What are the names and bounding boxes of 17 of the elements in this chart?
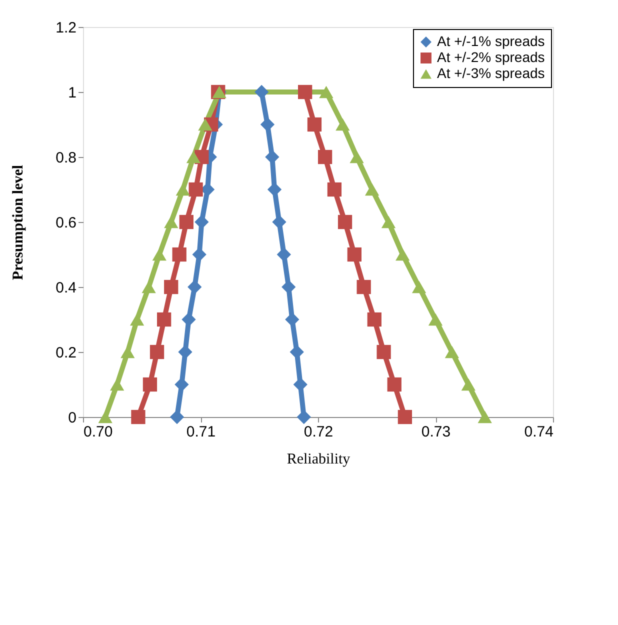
- y-tick-label: 0.2: [56, 344, 76, 362]
- y-axis-title: Presumption level: [10, 164, 27, 280]
- y-tick-label: 0.8: [56, 150, 76, 166]
- legend-label: At +/-1% spreads: [437, 33, 545, 49]
- x-tick-label: 0.70: [84, 424, 113, 440]
- x-axis-title: Reliability: [286, 452, 351, 468]
- legend-label: At +/-3% spreads: [437, 65, 545, 81]
- y-tick-label: 1.2: [56, 20, 76, 36]
- x-tick-label: 0.73: [421, 424, 451, 440]
- x-tick-label: 0.74: [524, 424, 554, 440]
- legend-label: At +/-2% spreads: [437, 49, 545, 65]
- y-tick-label: 0: [68, 410, 76, 426]
- y-tick-label: 0.4: [56, 280, 76, 296]
- x-tick-label: 0.72: [304, 424, 334, 440]
- y-tick-label: 0.6: [56, 214, 76, 232]
- x-tick-label: 0.71: [186, 424, 216, 440]
- y-tick-label: 1: [68, 84, 76, 102]
